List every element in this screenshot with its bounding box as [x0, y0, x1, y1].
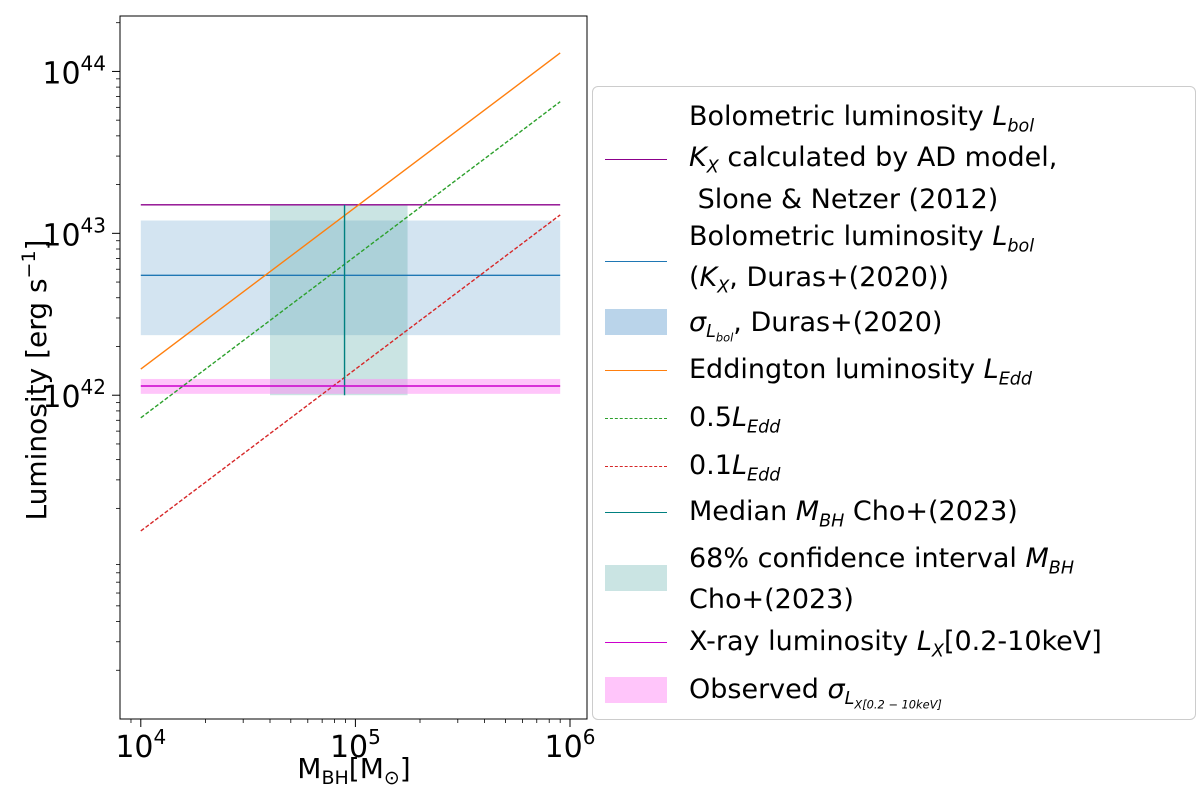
legend-handle-green-dashed: [605, 418, 667, 419]
x-tick-label-0: 104: [115, 725, 166, 765]
legend-text: Bolometric luminosity: [689, 101, 993, 132]
legend-sub: Edd: [747, 417, 781, 438]
legend-item-median-mbh: Median MBH Cho+(2023): [593, 495, 1195, 531]
legend-var: L: [992, 101, 1008, 132]
series-line-2: [140, 52, 561, 370]
legend-item-observed-sigma-lx: Observed σLX[0.2 − 10keV]: [593, 673, 1195, 713]
legend-sub: L: [706, 322, 716, 343]
legend-text: , Duras+(2020)): [729, 262, 949, 294]
y-axis-label: Luminosity [erg s−1]: [18, 240, 53, 521]
legend-handle-pink-band: [605, 677, 667, 703]
legend-item-tenth-eddington: 0.1LEdd: [593, 449, 1195, 485]
legend-handle-purple-line: [605, 159, 667, 160]
legend-text: 0.1: [689, 450, 732, 481]
legend-sub: X: [717, 277, 730, 298]
legend-var: L: [916, 626, 932, 657]
legend-item-sigma-lbol: σLbol, Duras+(2020): [593, 305, 1195, 345]
series-layer: [140, 52, 561, 532]
legend-sub: X: [706, 157, 719, 178]
legend-item-xray: X-ray luminosity LX[0.2-10keV]: [593, 625, 1195, 661]
legend-text: , Duras+(2020): [733, 307, 943, 338]
legend-var: L: [992, 221, 1008, 252]
legend-handle-red-dashed: [605, 466, 667, 467]
legend-text: Slone & Netzer (2012): [689, 183, 999, 215]
bands-layer: [140, 204, 561, 396]
legend-handle-blue-band: [605, 309, 667, 335]
legend-handle-blue-line: [605, 261, 667, 262]
legend-text: Cho+(2023): [689, 584, 854, 616]
y-tick-label-0: 1042: [42, 375, 106, 415]
legend-sub: bol: [715, 330, 734, 345]
legend-handle-teal-line: [605, 512, 667, 513]
series-line-3: [140, 101, 561, 419]
legend-var: M: [795, 496, 820, 527]
legend-var: M: [1025, 543, 1049, 574]
legend-text: [0.2-10keV]: [943, 626, 1102, 657]
legend-sub: X[0.2 − 10keV]: [854, 697, 942, 712]
legend-text: (: [689, 262, 700, 294]
legend-text: 0.5: [689, 402, 732, 433]
legend-text: X-ray luminosity: [689, 626, 917, 657]
legend-text: Observed: [689, 674, 828, 705]
legend-var: σ: [689, 307, 707, 338]
legend-sub: bol: [1007, 116, 1035, 137]
legend-item-eddington: Eddington luminosity LEdd: [593, 353, 1195, 389]
legend-text: calculated by AD model,: [718, 142, 1058, 174]
legend-text: Median: [689, 496, 796, 527]
legend-sub: BH: [1048, 558, 1075, 579]
legend: Bolometric luminosity Lbol KX calculated…: [592, 86, 1196, 720]
legend-var: L: [731, 402, 747, 433]
legend-sub: X: [931, 641, 944, 662]
legend-handle-teal-band: [605, 565, 667, 591]
legend-var: K: [699, 262, 718, 294]
legend-var: L: [983, 354, 999, 385]
legend-sub: bol: [1007, 236, 1035, 257]
series-line-4: [140, 214, 561, 532]
legend-sub: BH: [819, 511, 845, 532]
legend-item-confidence-mbh: 68% confidence interval MBH Cho+(2023): [593, 543, 1195, 616]
legend-item-lbol-slone: Bolometric luminosity Lbol KX calculated…: [593, 101, 1195, 215]
x-axis-label: MBH[M⊙]: [297, 752, 410, 789]
legend-var: K: [689, 142, 707, 174]
legend-var: σ: [827, 674, 845, 705]
band-1: [270, 204, 408, 396]
legend-text: Bolometric luminosity: [689, 221, 993, 252]
legend-var: L: [731, 450, 747, 481]
legend-text: Cho+(2023): [844, 496, 1018, 527]
ticks-layer: 104 105 106 1042 1043 1044: [42, 22, 596, 765]
legend-handle-orange-line: [605, 370, 667, 371]
y-tick-label-2: 1044: [42, 51, 106, 91]
x-tick-label-2: 106: [545, 725, 596, 765]
x-tick-label-1: 105: [330, 725, 381, 765]
legend-text: 68% confidence interval: [689, 543, 1026, 574]
legend-item-half-eddington: 0.5LEdd: [593, 401, 1195, 437]
legend-item-lbol-duras: Bolometric luminosity Lbol (KX, Duras+(2…: [593, 221, 1195, 298]
legend-sub: L: [844, 689, 855, 710]
legend-text: Eddington luminosity: [689, 354, 984, 385]
legend-sub: Edd: [998, 369, 1033, 390]
y-tick-label-1: 1043: [42, 213, 106, 253]
legend-handle-magenta-line: [605, 642, 667, 643]
plot-frame: [119, 15, 588, 720]
legend-sub: Edd: [747, 465, 781, 486]
